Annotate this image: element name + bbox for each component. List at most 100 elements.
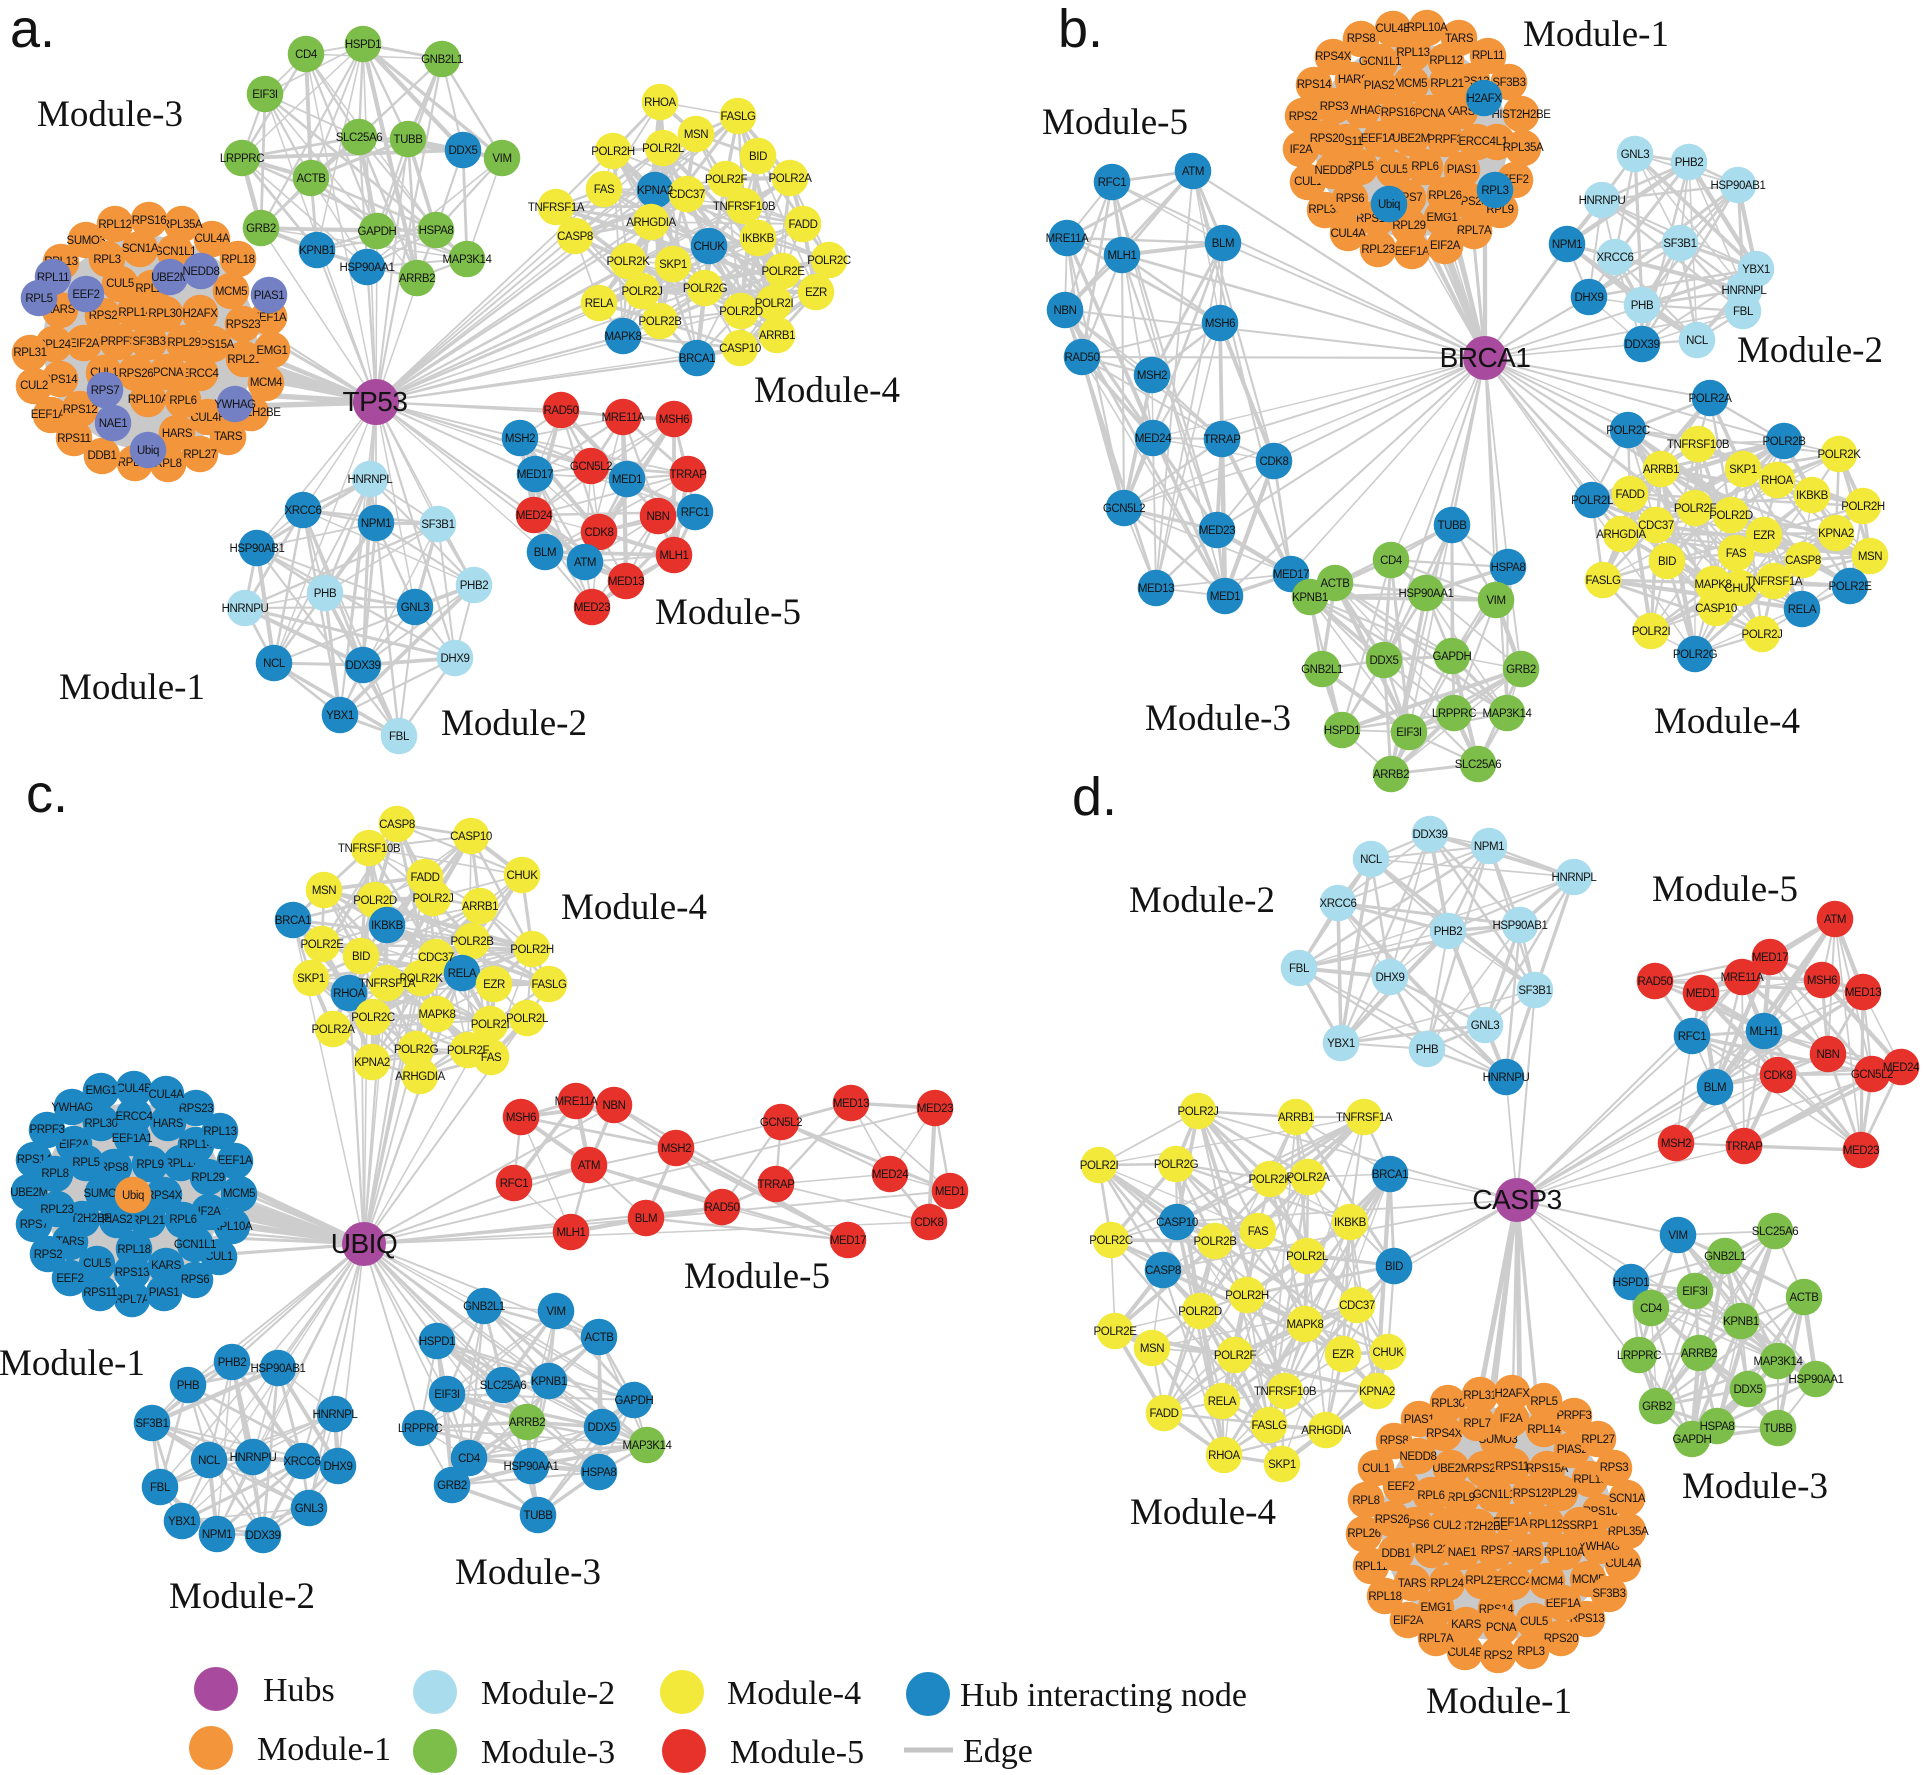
svg-text:ARRB2: ARRB2 [1681,1348,1717,1360]
svg-text:TNFRSF1A: TNFRSF1A [359,978,416,990]
svg-text:Module-2: Module-2 [1129,880,1275,921]
svg-text:TRRAP: TRRAP [758,1179,796,1191]
svg-text:MSH6: MSH6 [1205,318,1235,330]
svg-text:RPS23: RPS23 [1467,1463,1501,1475]
svg-text:RPS7: RPS7 [91,385,119,397]
svg-text:POLR2D: POLR2D [1709,510,1753,522]
svg-text:NCL: NCL [198,1455,221,1467]
svg-text:YBX1: YBX1 [326,710,354,722]
svg-text:XRCC6: XRCC6 [284,1456,321,1468]
svg-text:POLR2D: POLR2D [719,306,763,318]
svg-text:RPS26: RPS26 [119,368,153,380]
svg-text:CDC37: CDC37 [1638,520,1674,532]
svg-text:MED13: MED13 [1138,583,1174,595]
svg-text:FASLG: FASLG [1585,575,1621,587]
svg-text:MAP3K14: MAP3K14 [443,254,493,266]
svg-text:IF2A: IF2A [1290,144,1313,156]
svg-text:RPS8: RPS8 [1380,1435,1408,1447]
svg-text:POLR2H: POLR2H [591,146,635,158]
svg-text:NAE1: NAE1 [99,418,127,430]
svg-text:DDX39: DDX39 [1412,829,1447,841]
svg-text:FBL: FBL [150,1482,171,1494]
svg-text:EIF2A: EIF2A [69,338,100,350]
svg-text:RPL13: RPL13 [203,1126,236,1138]
svg-text:FBL: FBL [1289,963,1310,975]
svg-text:POLR2F: POLR2F [705,174,748,186]
svg-text:RPS4X: RPS4X [1426,1428,1462,1440]
svg-text:TRRAP: TRRAP [1204,434,1242,446]
svg-text:HSP90AA1: HSP90AA1 [340,262,395,274]
svg-text:HARS: HARS [153,1118,184,1130]
svg-text:DHX9: DHX9 [323,1461,352,1473]
svg-text:GNB2L1: GNB2L1 [1704,1251,1746,1263]
svg-text:POLR2J: POLR2J [412,893,453,905]
svg-text:IKBKB: IKBKB [1334,1217,1367,1229]
svg-text:RPL27: RPL27 [183,449,216,461]
svg-text:GCN1L1: GCN1L1 [154,246,196,258]
svg-text:d.: d. [1072,767,1117,827]
svg-text:MED13: MED13 [608,576,644,588]
svg-text:PIAS1: PIAS1 [149,1287,180,1299]
svg-text:RPL12: RPL12 [1429,55,1462,67]
svg-text:POLR2H: POLR2H [510,944,554,956]
svg-text:RPS23: RPS23 [179,1103,213,1115]
svg-text:RELA: RELA [448,968,477,980]
svg-text:ATM: ATM [578,1160,600,1172]
svg-text:POLR2J: POLR2J [621,286,662,298]
svg-text:RFC1: RFC1 [1678,1031,1706,1043]
svg-text:EMG1: EMG1 [1421,1602,1452,1614]
svg-text:RPL23: RPL23 [1415,1544,1448,1556]
svg-text:CUL4B: CUL4B [190,412,226,424]
svg-text:RPL12: RPL12 [1529,1519,1562,1531]
svg-text:VIM: VIM [1668,1230,1687,1242]
svg-text:POLR2C: POLR2C [1606,425,1650,437]
svg-text:MED1: MED1 [1210,591,1240,603]
svg-text:NBN: NBN [602,1100,625,1112]
svg-text:RPS2: RPS2 [34,1249,62,1261]
svg-text:RPS23: RPS23 [226,319,260,331]
svg-text:KPNA2: KPNA2 [637,185,673,197]
svg-text:RPS6: RPS6 [181,1274,209,1286]
svg-text:FBL: FBL [389,731,410,743]
svg-text:CUL5: CUL5 [1520,1616,1548,1628]
svg-text:MED17: MED17 [830,1235,866,1247]
svg-text:DDB1: DDB1 [87,450,116,462]
svg-text:RPL27: RPL27 [1581,1434,1614,1446]
svg-text:SF3B1: SF3B1 [1518,985,1551,997]
svg-text:HSPA8: HSPA8 [1491,562,1526,574]
svg-text:IKBKB: IKBKB [1796,490,1829,502]
svg-text:CDK8: CDK8 [584,527,613,539]
svg-text:KPNA2: KPNA2 [1359,1386,1395,1398]
svg-text:CUL4A: CUL4A [148,1089,184,1101]
svg-text:NEDD8: NEDD8 [1400,1451,1437,1463]
svg-text:ACTB: ACTB [1320,578,1350,590]
svg-text:RELA: RELA [1208,1396,1237,1408]
svg-text:ARRB1: ARRB1 [462,901,498,913]
svg-text:HSP90AA1: HSP90AA1 [1789,1374,1844,1386]
svg-text:KARS: KARS [151,1260,181,1272]
svg-text:HSP90AA1: HSP90AA1 [1399,588,1454,600]
svg-text:TARS: TARS [1398,1578,1427,1590]
svg-text:RPL10A: RPL10A [1544,1547,1585,1559]
svg-text:RPS11: RPS11 [1495,1461,1529,1473]
svg-text:RHOA: RHOA [1208,1450,1240,1462]
svg-text:Module-2: Module-2 [481,1675,615,1712]
svg-text:RPL9: RPL9 [136,1159,163,1171]
svg-text:H2AFX: H2AFX [182,308,218,320]
svg-text:RPL10A: RPL10A [128,394,169,406]
svg-text:ARHGDIA: ARHGDIA [395,1071,445,1083]
svg-text:RPL18: RPL18 [1368,1591,1401,1603]
svg-text:RHOA: RHOA [1761,475,1793,487]
svg-text:CASP8: CASP8 [1145,1265,1181,1277]
svg-text:RPS6: RPS6 [1336,193,1364,205]
svg-text:GCN5L2: GCN5L2 [760,1117,802,1129]
svg-text:CUL5: CUL5 [1380,164,1408,176]
svg-text:NBN: NBN [646,511,669,523]
svg-text:PIAS2: PIAS2 [1364,80,1395,92]
svg-text:MRE11A: MRE11A [555,1096,598,1108]
svg-text:MLH1: MLH1 [556,1227,585,1239]
svg-text:POLR2D: POLR2D [1178,1306,1222,1318]
svg-text:KPNB1: KPNB1 [1292,592,1328,604]
svg-text:HSPD1: HSPD1 [345,39,381,51]
svg-text:RPL29: RPL29 [191,1172,224,1184]
